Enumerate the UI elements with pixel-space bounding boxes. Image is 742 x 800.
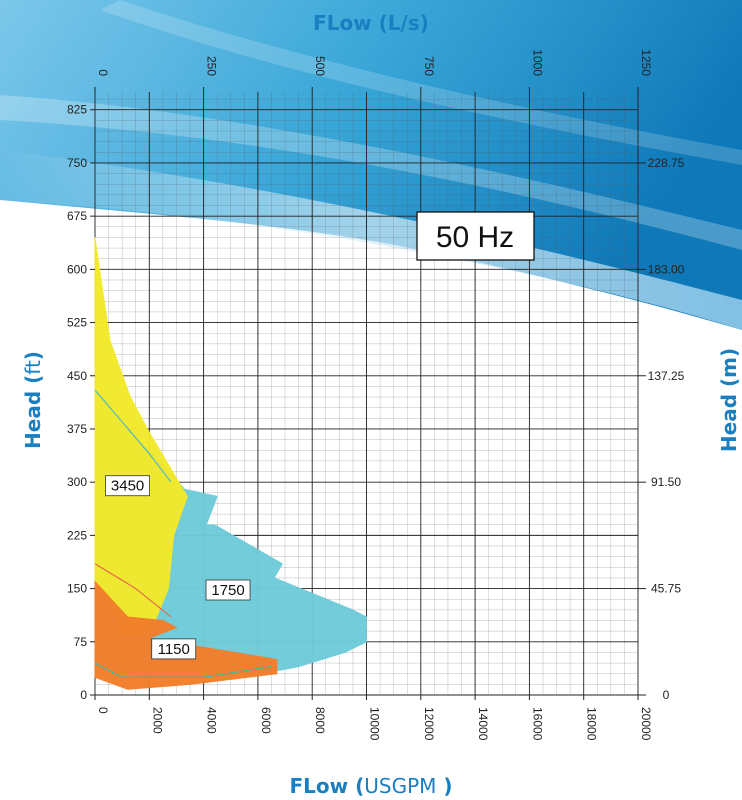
y-left-tick-label: 150 (67, 582, 87, 596)
left-axis-title-bold: Head ( (21, 375, 45, 449)
series-label-box-1750 (205, 579, 251, 601)
x-bottom-tick-label: 16000 (530, 707, 544, 741)
x-bottom-tick-label: 8000 (313, 707, 327, 734)
y-right-tick-label: 0 (663, 688, 670, 702)
bottom-axis-title: FLow (USGPM ) (290, 774, 453, 798)
series-curve-3450 (94, 563, 172, 618)
series-area-1150 (94, 580, 278, 690)
axes: 0 2000 4000 6000 8000 10000 12000 14000 16000 180… (67, 49, 685, 740)
x-bottom-tick-label: 20000 (639, 707, 653, 741)
series-labels: 1750 3450 1150 (105, 475, 251, 660)
x-top-tick-label: 250 (205, 56, 219, 76)
y-left-tick-label: 750 (67, 156, 87, 170)
series-layer (94, 237, 367, 690)
x-bottom-tick-label: 10000 (368, 707, 382, 741)
series-curve-1150 (94, 662, 272, 678)
y-left-tick-label: 0 (80, 688, 87, 702)
series-curve-1750 (94, 389, 172, 483)
left-axis-title-unit: ft (21, 360, 45, 375)
x-top-tick-label: 1000 (530, 49, 544, 76)
x-bottom-tick-label: 2000 (150, 707, 164, 734)
x-bottom-tick-label: 0 (96, 707, 110, 714)
series-label-1150: 1150 (158, 641, 190, 658)
y-left-tick-label: 75 (74, 635, 88, 649)
bottom-axis-title-close: ) (436, 774, 452, 798)
right-axis-title: Head (m) (717, 348, 741, 452)
y-left-tick-label: 225 (67, 528, 87, 542)
y-right-tick-label: 137.25 (648, 369, 685, 383)
x-bottom-tick-label: 4000 (205, 707, 219, 734)
bottom-axis-title-unit: USGPM (364, 774, 436, 798)
y-right-tick-label: 91.50 (651, 475, 681, 489)
x-bottom-tick-label: 14000 (476, 707, 490, 741)
x-bottom-tick-label: 12000 (422, 707, 436, 741)
x-top-tick-label: 1250 (639, 49, 653, 76)
series-label-1750: 1750 (211, 582, 244, 599)
x-bottom-tick-label: 6000 (259, 707, 273, 734)
series-label-box-1150 (151, 638, 197, 660)
y-left-tick-label: 375 (67, 422, 87, 436)
series-label-box-3450 (105, 475, 150, 497)
x-top-tick-label: 0 (96, 69, 110, 76)
bottom-axis-title-bold: FLow ( (290, 774, 365, 798)
y-left-tick-label: 825 (67, 103, 87, 117)
decorative-wave-banner (0, 0, 742, 330)
y-left-tick-label: 525 (67, 316, 87, 330)
frequency-label: 50 Hz (436, 221, 514, 254)
left-axis-title: Head (ft) (21, 351, 45, 449)
series-label-3450: 3450 (111, 478, 144, 495)
x-top-tick-label: 500 (313, 56, 327, 76)
y-right-tick-label: 228.75 (648, 156, 685, 170)
top-axis-title: FLow (L/s) (313, 11, 429, 35)
x-top-tick-label: 750 (422, 56, 436, 76)
frequency-box: 50 Hz (416, 211, 535, 261)
y-left-tick-label: 675 (67, 209, 87, 223)
y-right-tick-label: 183.00 (648, 262, 685, 276)
y-left-tick-label: 300 (67, 475, 87, 489)
x-bottom-tick-label: 18000 (585, 707, 599, 741)
y-left-tick-label: 600 (67, 262, 87, 276)
y-right-tick-label: 45.75 (651, 582, 681, 596)
y-left-tick-label: 450 (67, 369, 87, 383)
left-axis-title-close: ) (21, 351, 45, 360)
